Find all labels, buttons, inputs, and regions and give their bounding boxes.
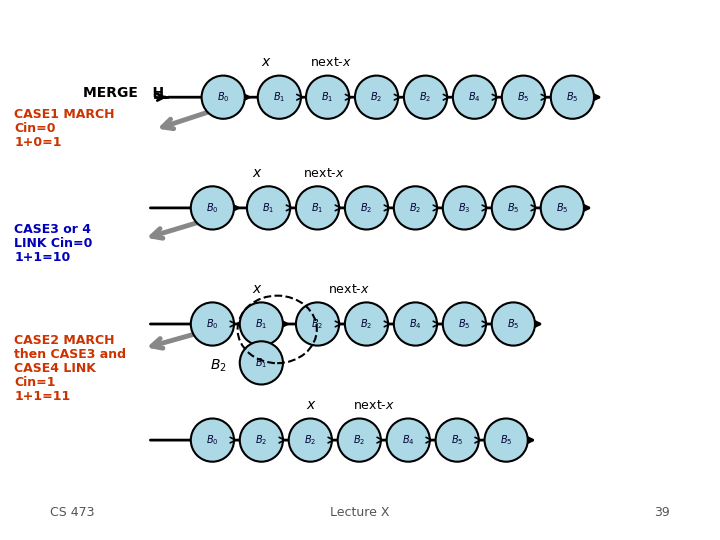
- Ellipse shape: [247, 186, 290, 230]
- Text: then CASE3 and: then CASE3 and: [14, 348, 127, 361]
- Text: $B_{2}$: $B_{2}$: [256, 433, 267, 447]
- Text: $B_{2}$: $B_{2}$: [361, 201, 372, 215]
- Text: $B_{5}$: $B_{5}$: [517, 90, 530, 104]
- Text: $B_{4}$: $B_{4}$: [468, 90, 481, 104]
- Text: $B_{5}$: $B_{5}$: [500, 433, 513, 447]
- Text: CASE4 LINK: CASE4 LINK: [14, 362, 96, 375]
- Text: $B_{0}$: $B_{0}$: [206, 433, 219, 447]
- Text: $x$: $x$: [306, 398, 316, 412]
- Text: $B_{1}$: $B_{1}$: [255, 356, 268, 370]
- Text: $B_{2}$: $B_{2}$: [361, 317, 372, 331]
- Text: $B_{2}$: $B_{2}$: [305, 433, 316, 447]
- Ellipse shape: [404, 76, 447, 119]
- Text: $B_{5}$: $B_{5}$: [507, 201, 520, 215]
- Text: $B_{0}$: $B_{0}$: [206, 201, 219, 215]
- Text: $B_2$: $B_2$: [210, 358, 227, 374]
- Text: $B_{0}$: $B_{0}$: [206, 317, 219, 331]
- Text: Cin=0: Cin=0: [14, 122, 56, 135]
- Ellipse shape: [240, 302, 283, 346]
- Text: LINK Cin=0: LINK Cin=0: [14, 237, 93, 250]
- Text: $B_{1}$: $B_{1}$: [262, 201, 275, 215]
- Text: next-$x$: next-$x$: [303, 167, 345, 180]
- Text: $B_{1}$: $B_{1}$: [311, 201, 324, 215]
- Ellipse shape: [345, 302, 388, 346]
- Text: $B_{4}$: $B_{4}$: [402, 433, 415, 447]
- Ellipse shape: [338, 418, 381, 462]
- Ellipse shape: [492, 302, 535, 346]
- Text: $B_{5}$: $B_{5}$: [556, 201, 569, 215]
- Ellipse shape: [436, 418, 479, 462]
- Text: $B_{2}$: $B_{2}$: [420, 90, 431, 104]
- Text: $B_{2}$: $B_{2}$: [410, 201, 421, 215]
- Ellipse shape: [551, 76, 594, 119]
- Text: CASE1 MARCH: CASE1 MARCH: [14, 108, 115, 121]
- Ellipse shape: [502, 76, 545, 119]
- Text: 1+0=1: 1+0=1: [14, 136, 62, 149]
- Ellipse shape: [541, 186, 584, 230]
- Text: MERGE   H: MERGE H: [83, 86, 164, 100]
- Text: Cin=1: Cin=1: [14, 376, 56, 389]
- Ellipse shape: [240, 341, 283, 384]
- Ellipse shape: [191, 186, 234, 230]
- Ellipse shape: [453, 76, 496, 119]
- Text: CS 473: CS 473: [50, 505, 95, 519]
- Text: CASE3 or 4: CASE3 or 4: [14, 223, 91, 236]
- Ellipse shape: [191, 302, 234, 346]
- Text: $B_{2}$: $B_{2}$: [371, 90, 382, 104]
- Text: 1+1=11: 1+1=11: [14, 390, 71, 403]
- Ellipse shape: [296, 302, 339, 346]
- Ellipse shape: [202, 76, 245, 119]
- Text: $B_{0}$: $B_{0}$: [217, 90, 230, 104]
- Ellipse shape: [443, 302, 486, 346]
- Text: $B_{1}$: $B_{1}$: [321, 90, 334, 104]
- Ellipse shape: [492, 186, 535, 230]
- Text: $B_{1}$: $B_{1}$: [255, 317, 268, 331]
- Text: $x$: $x$: [253, 282, 263, 296]
- Text: $B_{5}$: $B_{5}$: [451, 433, 464, 447]
- Ellipse shape: [345, 186, 388, 230]
- Ellipse shape: [258, 76, 301, 119]
- Text: $B_{4}$: $B_{4}$: [409, 317, 422, 331]
- Text: $B_{3}$: $B_{3}$: [458, 201, 471, 215]
- Ellipse shape: [191, 418, 234, 462]
- Text: $B_{5}$: $B_{5}$: [507, 317, 520, 331]
- Text: 39: 39: [654, 505, 670, 519]
- Ellipse shape: [443, 186, 486, 230]
- Text: $B_{2}$: $B_{2}$: [354, 433, 365, 447]
- Text: $B_{5}$: $B_{5}$: [566, 90, 579, 104]
- Text: next-$x$: next-$x$: [354, 399, 395, 412]
- Text: Lecture X: Lecture X: [330, 505, 390, 519]
- Text: $B_{5}$: $B_{5}$: [458, 317, 471, 331]
- Ellipse shape: [485, 418, 528, 462]
- Text: $x$: $x$: [261, 55, 271, 69]
- Ellipse shape: [296, 186, 339, 230]
- Ellipse shape: [394, 302, 437, 346]
- Text: $B_{1}$: $B_{1}$: [273, 90, 286, 104]
- Ellipse shape: [306, 76, 349, 119]
- Text: next-$x$: next-$x$: [310, 56, 352, 69]
- Ellipse shape: [387, 418, 430, 462]
- Ellipse shape: [394, 186, 437, 230]
- Text: next-$x$: next-$x$: [328, 283, 370, 296]
- Ellipse shape: [355, 76, 398, 119]
- Text: $x$: $x$: [253, 166, 263, 180]
- Ellipse shape: [289, 418, 332, 462]
- Text: 1+1=10: 1+1=10: [14, 251, 71, 264]
- Text: $B_{2}$: $B_{2}$: [312, 317, 323, 331]
- Text: CASE2 MARCH: CASE2 MARCH: [14, 334, 115, 347]
- Ellipse shape: [240, 418, 283, 462]
